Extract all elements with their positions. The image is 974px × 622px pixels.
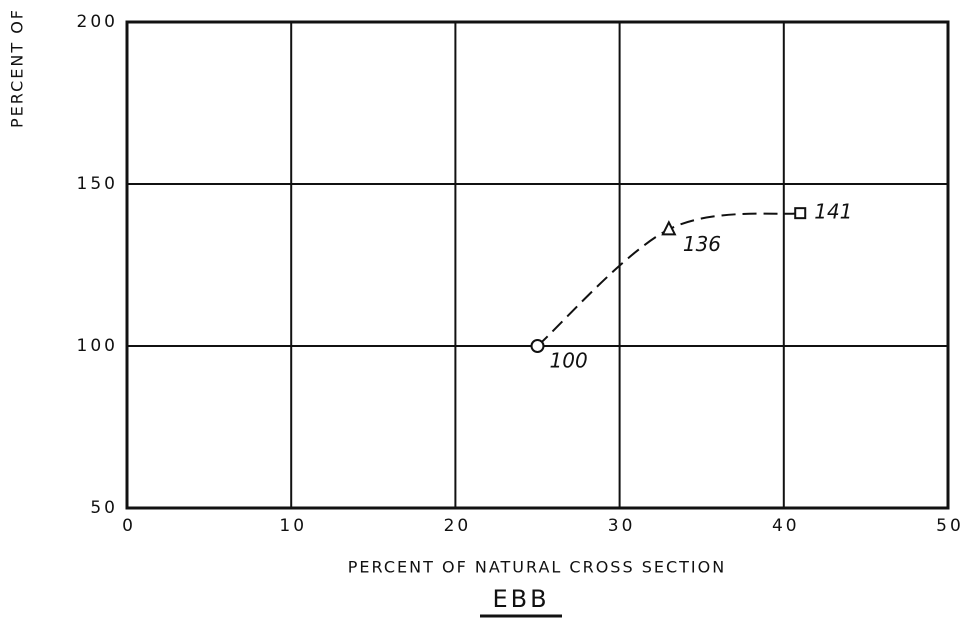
plot-frame: [125, 20, 950, 510]
data-label: 100: [550, 349, 588, 373]
x-tick-label: 30: [608, 516, 636, 536]
x-tick-label: 20: [444, 516, 472, 536]
chart-title: EBB: [492, 585, 549, 613]
y-tick-label: 150: [77, 174, 118, 194]
y-tick-label: 200: [77, 12, 118, 32]
data-label: 141: [814, 200, 852, 224]
x-tick-label: 10: [279, 516, 307, 536]
y-axis-label: PERCENT OF: [8, 8, 27, 128]
x-tick-label: 0: [122, 516, 136, 536]
y-tick-label: 100: [77, 336, 118, 356]
marker: [661, 220, 677, 236]
y-tick-label: 50: [90, 498, 118, 518]
x-tick-label: 50: [936, 516, 964, 536]
data-label: 136: [683, 232, 721, 256]
x-tick-label: 40: [772, 516, 800, 536]
x-axis-label: PERCENT OF NATURAL CROSS SECTION: [348, 558, 726, 577]
marker: [794, 207, 807, 220]
marker: [530, 339, 545, 353]
